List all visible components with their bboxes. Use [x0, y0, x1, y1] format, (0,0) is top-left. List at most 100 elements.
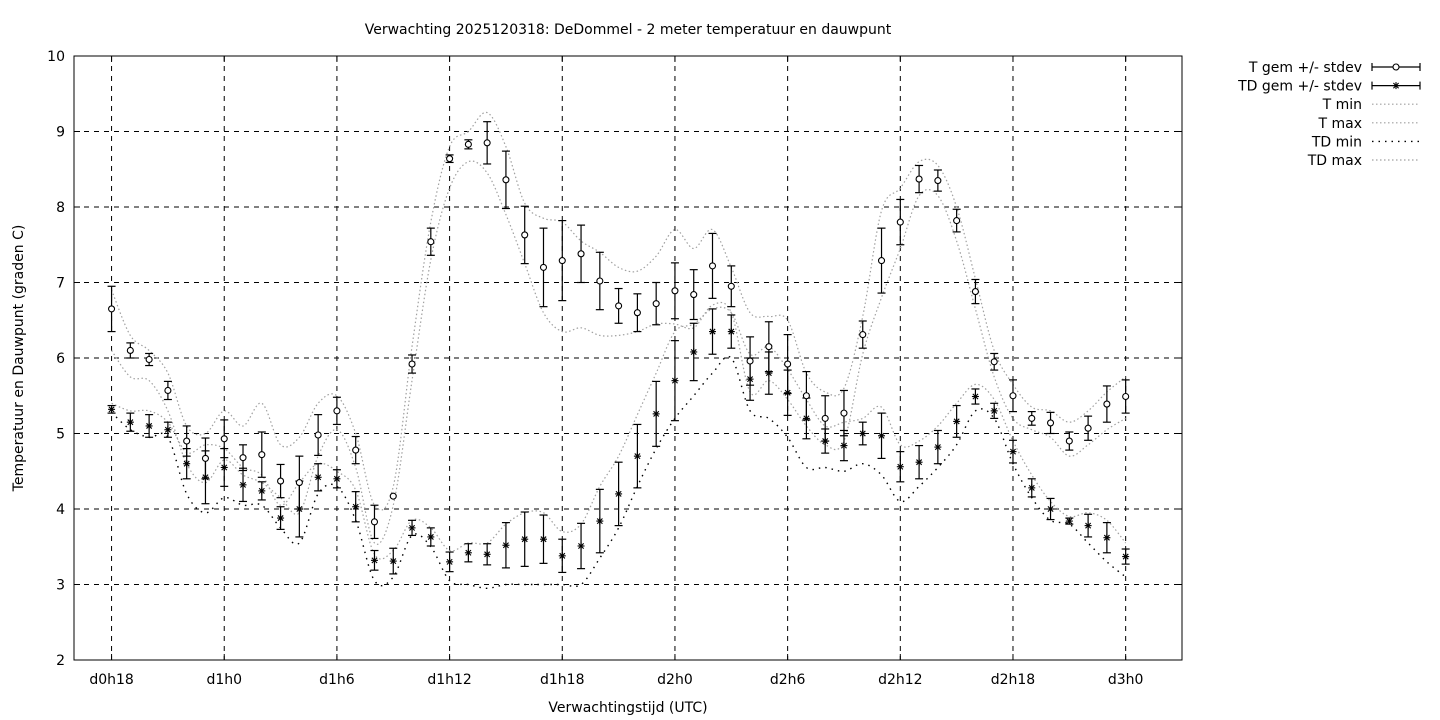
legend-marker-td-gem-stdev: [1392, 82, 1400, 90]
point-t-gem-stdev: [633, 309, 641, 317]
point-t-gem-stdev: [220, 435, 228, 443]
legend-label-t-min: T min: [1322, 97, 1362, 113]
chart-title: Verwachting 2025120318: DeDommel - 2 met…: [365, 22, 892, 38]
legend-label-td-gem-stdev: TD gem +/- stdev: [1237, 79, 1362, 95]
point-t-gem-stdev: [877, 257, 886, 265]
point-t-gem-stdev: [1122, 392, 1130, 401]
legend-marker-t-gem-stdev: [1392, 63, 1400, 71]
x-tick-label: d2h6: [770, 672, 806, 688]
y-axis-label: Temperatuur en Dauwpunt (graden C): [11, 225, 27, 493]
x-tick-label: d1h6: [319, 672, 355, 688]
point-td-gem-stdev: [709, 328, 717, 336]
point-td-gem-stdev: [539, 535, 547, 543]
point-t-gem-stdev: [746, 357, 754, 365]
point-td-gem-stdev: [1065, 517, 1073, 525]
point-t-gem-stdev: [183, 437, 191, 445]
point-t-gem-stdev: [370, 518, 379, 526]
y-tick-label: 3: [56, 578, 65, 594]
x-tick-label: d0h18: [89, 672, 133, 688]
x-tick-label: d2h18: [991, 672, 1035, 688]
series-line-td-max: [111, 306, 1127, 560]
point-t-gem-stdev: [802, 392, 810, 400]
point-t-gem-stdev: [201, 454, 210, 462]
point-td-gem-stdev: [483, 550, 491, 558]
point-t-gem-stdev: [596, 277, 604, 285]
point-td-gem-stdev: [1047, 505, 1055, 513]
point-td-gem-stdev: [652, 410, 660, 418]
point-td-gem-stdev: [201, 473, 209, 481]
point-t-gem-stdev: [145, 355, 153, 364]
point-t-gem-stdev: [239, 454, 247, 462]
point-td-gem-stdev: [314, 473, 322, 481]
axis-ticks: d0h18 d1h0 d1h6 d1h12 d1h18 d2h0 d2h6 d2h12 d2h1…: [47, 49, 1182, 688]
point-t-gem-stdev: [558, 257, 566, 265]
point-t-gem-stdev: [277, 477, 285, 485]
point-t-gem-stdev: [446, 155, 454, 163]
point-t-gem-stdev: [1084, 424, 1092, 432]
point-t-gem-stdev: [821, 414, 829, 422]
legend-label-t-max: T max: [1317, 116, 1362, 132]
point-td-gem-stdev: [145, 422, 153, 430]
point-t-gem-stdev: [333, 407, 341, 415]
point-t-gem-stdev: [539, 263, 548, 271]
point-td-gem-stdev: [1122, 553, 1130, 561]
legend-label-td-max: TD max: [1307, 153, 1362, 169]
point-td-gem-stdev: [633, 452, 641, 460]
point-t-gem-stdev: [1046, 419, 1055, 427]
point-td-gem-stdev: [915, 458, 923, 466]
point-t-gem-stdev: [708, 262, 717, 270]
point-t-gem-stdev: [934, 177, 942, 185]
point-td-gem-stdev: [427, 533, 435, 541]
point-t-gem-stdev: [258, 451, 266, 459]
x-tick-label: d1h18: [540, 672, 584, 688]
y-tick-label: 10: [47, 49, 65, 65]
point-td-gem-stdev: [295, 505, 303, 513]
point-td-gem-stdev: [446, 558, 454, 566]
point-t-gem-stdev: [652, 300, 660, 308]
point-t-gem-stdev: [352, 446, 360, 454]
point-t-gem-stdev: [502, 176, 510, 184]
point-td-gem-stdev: [1009, 448, 1017, 456]
point-td-gem-stdev: [558, 552, 566, 560]
point-td-gem-stdev: [746, 375, 754, 383]
x-tick-label: d2h0: [657, 672, 693, 688]
point-td-gem-stdev: [821, 437, 829, 445]
point-t-gem-stdev: [1028, 414, 1036, 422]
y-tick-label: 6: [56, 351, 65, 367]
point-td-gem-stdev: [765, 369, 773, 377]
point-t-gem-stdev: [859, 331, 867, 339]
point-td-gem-stdev: [596, 517, 604, 525]
grid-lines: [74, 56, 1182, 660]
point-t-gem-stdev: [840, 409, 848, 417]
point-td-gem-stdev: [577, 542, 585, 550]
point-td-gem-stdev: [896, 463, 904, 471]
point-td-gem-stdev: [239, 481, 247, 489]
point-td-gem-stdev: [108, 405, 116, 413]
point-t-gem-stdev: [108, 305, 116, 313]
point-t-gem-stdev: [427, 238, 435, 246]
y-tick-label: 5: [56, 427, 65, 443]
point-t-gem-stdev: [577, 250, 585, 258]
y-tick-label: 7: [56, 276, 65, 292]
point-td-gem-stdev: [690, 348, 698, 356]
point-td-gem-stdev: [859, 430, 867, 437]
y-tick-label: 2: [56, 653, 65, 669]
point-td-gem-stdev: [502, 541, 510, 549]
point-td-gem-stdev: [126, 418, 134, 426]
point-td-gem-stdev: [370, 556, 378, 564]
legend-label-td-min: TD min: [1311, 134, 1362, 150]
y-tick-label: 8: [56, 200, 65, 216]
point-t-gem-stdev: [915, 175, 923, 183]
x-axis-label: Verwachtingstijd (UTC): [548, 700, 707, 716]
point-t-gem-stdev: [408, 360, 416, 368]
point-t-gem-stdev: [971, 288, 979, 296]
x-tick-label: d2h12: [878, 672, 922, 688]
series-line-t-min: [111, 160, 1127, 545]
point-td-gem-stdev: [727, 328, 735, 336]
point-td-gem-stdev: [953, 417, 961, 425]
point-t-gem-stdev: [521, 231, 529, 239]
point-t-gem-stdev: [727, 282, 735, 290]
legend: T gem +/- stdev TD gem +/- stdev T min T ma…: [1237, 60, 1421, 169]
point-t-gem-stdev: [1009, 392, 1017, 400]
